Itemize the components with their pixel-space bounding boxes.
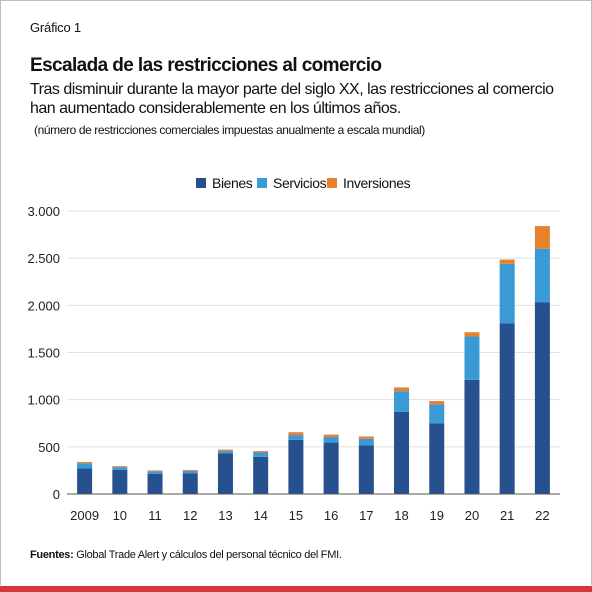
bar-bienes — [358, 445, 374, 494]
accent-bar — [0, 586, 592, 592]
bar-inversiones — [147, 470, 163, 472]
chart-legend: Bienes Servicios Inversiones — [0, 173, 592, 193]
source-note: Fuentes: Global Trade Alert y cálculos d… — [30, 549, 342, 561]
bar-bienes — [182, 473, 198, 494]
bar-inversiones — [323, 434, 339, 437]
bar-bienes — [429, 423, 445, 494]
bar-inversiones — [288, 432, 304, 436]
bar-inversiones — [77, 461, 93, 464]
y-tick-label: 2.000 — [27, 298, 60, 313]
bar-inversiones — [394, 387, 410, 392]
bar-bienes — [112, 469, 128, 494]
bar-servicios — [112, 467, 128, 470]
x-tick-label: 22 — [535, 508, 549, 523]
bar-servicios — [464, 336, 480, 380]
bar-bienes — [147, 473, 163, 494]
legend-swatch-bienes — [196, 178, 206, 188]
bar-inversiones — [499, 259, 515, 264]
legend-label-bienes: Bienes — [212, 175, 253, 191]
chart-subtitle: Tras disminuir durante la mayor parte de… — [30, 81, 554, 117]
bar-inversiones — [112, 466, 128, 468]
x-tick-label: 12 — [183, 508, 197, 523]
bar-bienes — [534, 302, 550, 494]
bar-bienes — [77, 468, 93, 494]
x-tick-label: 14 — [253, 508, 267, 523]
chart-note: (número de restricciones comerciales imp… — [34, 123, 425, 137]
bar-servicios — [358, 438, 374, 446]
x-tick-label: 18 — [394, 508, 408, 523]
bar-bienes — [253, 456, 269, 494]
bar-inversiones — [534, 226, 550, 249]
x-tick-label: 15 — [289, 508, 303, 523]
y-tick-label: 1.000 — [27, 393, 60, 408]
x-tick-label: 17 — [359, 508, 373, 523]
x-tick-label: 16 — [324, 508, 338, 523]
bar-servicios — [429, 404, 445, 424]
x-tick-label: 21 — [500, 508, 514, 523]
legend-swatch-inversiones — [327, 178, 337, 188]
y-tick-label: 1.500 — [27, 346, 60, 361]
bar-servicios — [499, 263, 515, 324]
chart-title: Escalada de las restricciones al comerci… — [30, 55, 382, 76]
bar-inversiones — [358, 436, 374, 439]
bar-inversiones — [182, 469, 198, 471]
bar-inversiones — [217, 449, 233, 452]
legend-item-servicios: Servicios — [257, 173, 327, 193]
y-tick-label: 2.500 — [27, 251, 60, 266]
figure-label: Gráfico 1 — [30, 20, 81, 35]
stacked-bar-chart: 0 500 1.000 1.500 2.000 2.500 3.000 2009 10 11 12 1… — [27, 204, 560, 523]
bar-bienes — [288, 439, 304, 494]
bar-servicios — [394, 391, 410, 412]
legend-label-inversiones: Inversiones — [343, 175, 411, 191]
bar-inversiones — [464, 332, 480, 337]
bar-servicios — [288, 435, 304, 440]
legend-item-inversiones: Inversiones — [327, 173, 411, 193]
bar-servicios — [182, 470, 198, 474]
bar-bienes — [394, 411, 410, 494]
x-tick-label: 20 — [465, 508, 479, 523]
x-tick-label: 11 — [148, 508, 162, 523]
bar-bienes — [217, 453, 233, 494]
bar-servicios — [534, 248, 550, 303]
legend-item-bienes: Bienes — [196, 173, 253, 193]
bar-servicios — [253, 452, 269, 457]
y-tick-label: 0 — [53, 487, 60, 502]
bar-inversiones — [253, 451, 269, 453]
x-tick-label: 2009 — [70, 508, 99, 523]
bar-bienes — [323, 442, 339, 494]
bar-bienes — [464, 379, 480, 494]
legend-swatch-servicios — [257, 178, 267, 188]
bar-bienes — [499, 323, 515, 494]
y-tick-label: 500 — [38, 440, 60, 455]
bar-servicios — [147, 471, 163, 474]
y-tick-label: 3.000 — [27, 204, 60, 219]
x-tick-label: 13 — [218, 508, 232, 523]
x-tick-label: 19 — [430, 508, 444, 523]
x-tick-label: 10 — [113, 508, 127, 523]
source-text: Global Trade Alert y cálculos del person… — [73, 549, 342, 561]
bar-servicios — [77, 463, 93, 469]
bar-inversiones — [429, 401, 445, 405]
legend-label-servicios: Servicios — [273, 175, 327, 191]
source-label: Fuentes: — [30, 549, 74, 561]
bar-servicios — [217, 451, 233, 454]
bar-servicios — [323, 436, 339, 443]
